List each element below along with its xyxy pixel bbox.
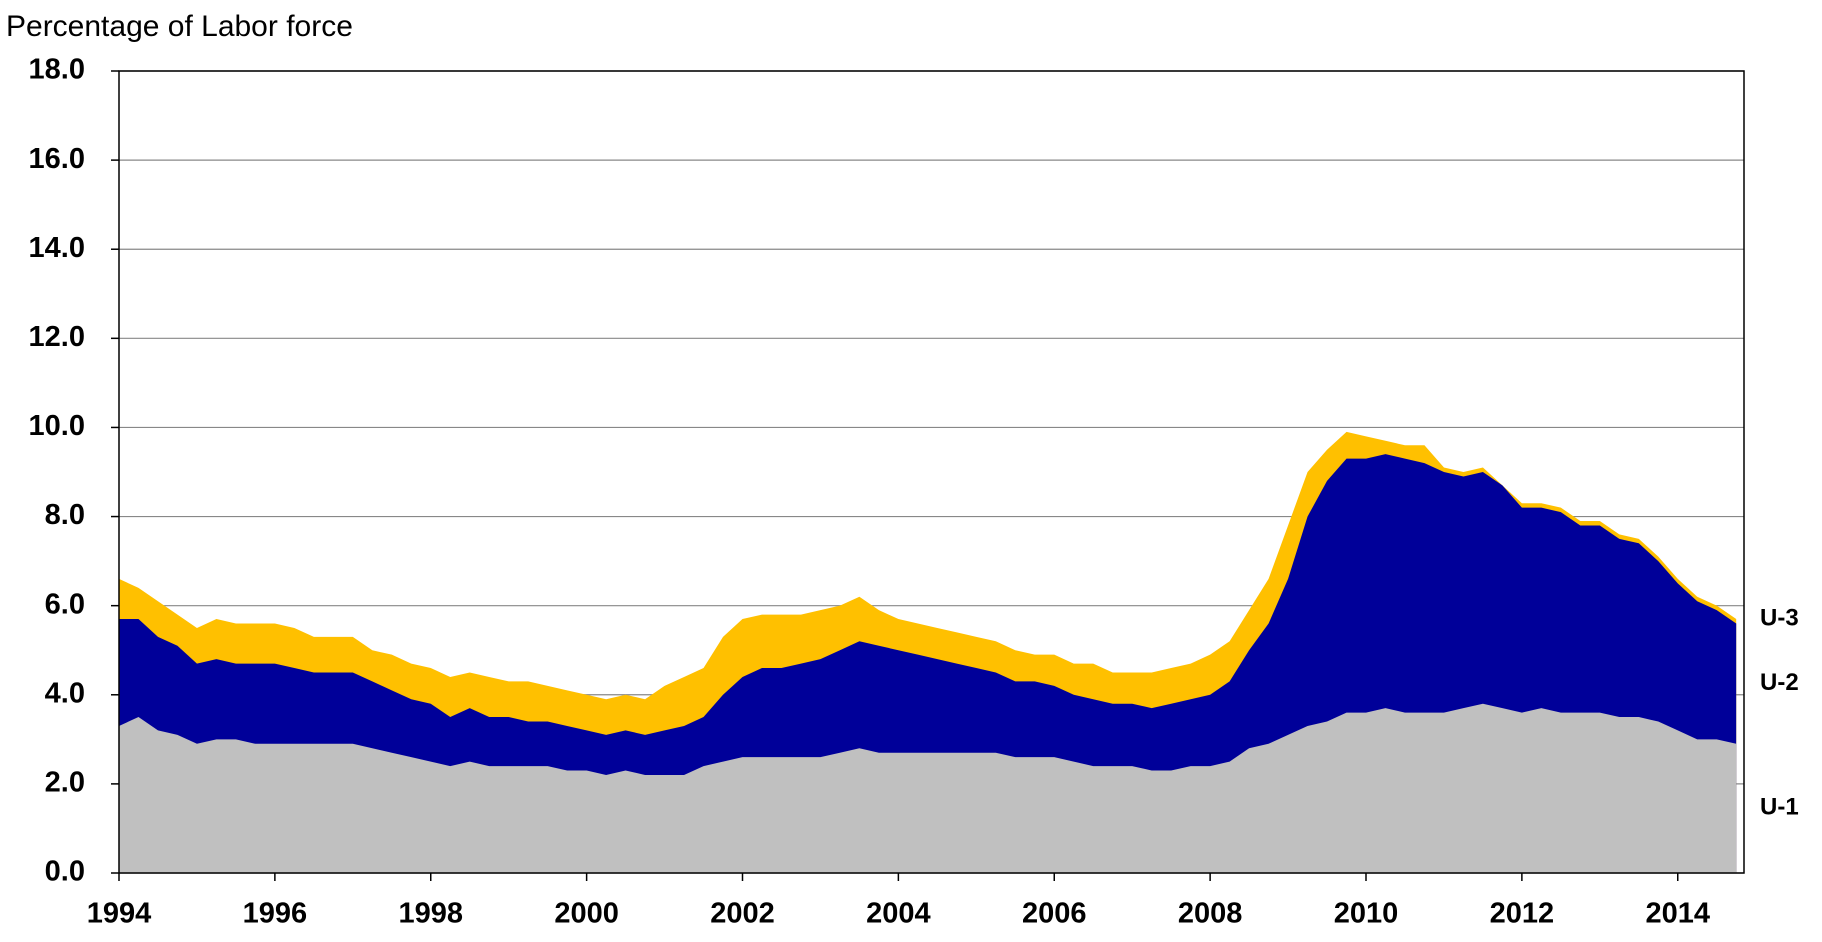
x-tick-label: 1994 [87, 898, 152, 930]
y-tick-label: 8.0 [45, 499, 85, 531]
series-label: U-1 [1760, 794, 1799, 821]
y-tick-label: 2.0 [45, 767, 85, 799]
x-tick-label: 2006 [1022, 898, 1087, 930]
series-label: U-2 [1760, 669, 1799, 696]
x-tick-label: 2014 [1645, 898, 1710, 930]
x-tick-label: 2004 [866, 898, 931, 930]
y-tick-label: 4.0 [45, 677, 85, 709]
x-tick-label: 1996 [243, 898, 308, 930]
y-tick-label: 0.0 [45, 856, 85, 888]
x-tick-label: 1998 [398, 898, 463, 930]
x-tick-label: 2008 [1178, 898, 1243, 930]
axis-title: Percentage of Labor force [6, 10, 353, 43]
x-tick-label: 2000 [554, 898, 619, 930]
y-tick-label: 6.0 [45, 588, 85, 620]
series-label: U-3 [1760, 604, 1799, 631]
plot-frame [118, 70, 1745, 874]
x-tick-label: 2010 [1334, 898, 1399, 930]
area [119, 703, 1737, 873]
y-tick-label: 14.0 [29, 232, 85, 264]
y-tick-label: 10.0 [29, 410, 85, 442]
y-tick-label: 16.0 [29, 143, 85, 175]
y-tick-label: 18.0 [29, 54, 85, 86]
x-tick-label: 2002 [710, 898, 775, 930]
y-tick-label: 12.0 [29, 321, 85, 353]
x-tick-label: 2012 [1490, 898, 1555, 930]
